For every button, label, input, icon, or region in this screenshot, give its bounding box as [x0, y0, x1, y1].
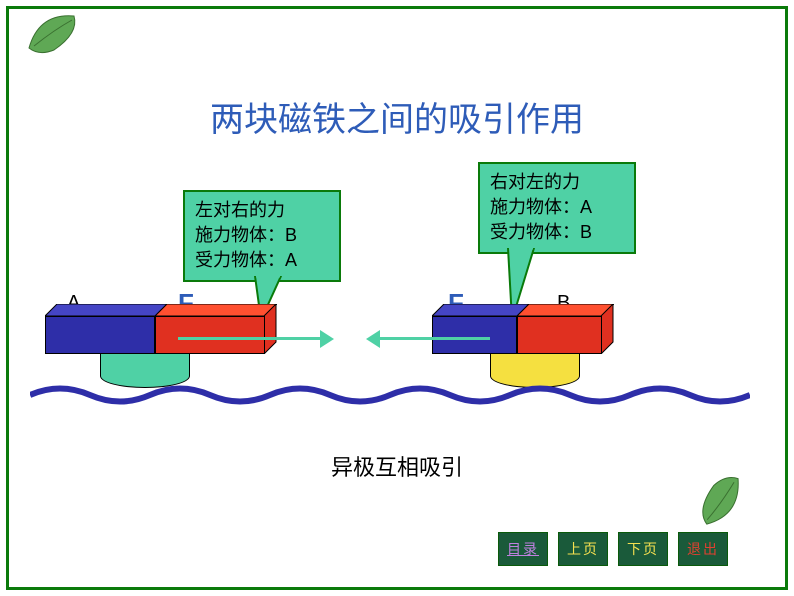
magnet-a — [45, 304, 277, 354]
nav-退出[interactable]: 退出 — [678, 532, 728, 566]
magnet-b — [432, 304, 614, 354]
water-line — [30, 380, 750, 410]
callout-right: 右对左的力施力物体：A受力物体：B — [478, 162, 636, 254]
caption: 异极互相吸引 — [0, 450, 794, 482]
callout-left: 左对右的力施力物体：B受力物体：A — [183, 190, 341, 282]
slide-title: 两块磁铁之间的吸引作用 — [0, 92, 794, 141]
leaf-decoration-tl — [24, 8, 94, 58]
nav-目录[interactable]: 目录 — [498, 532, 548, 566]
nav-bar: 目录上页下页退出 — [498, 532, 728, 566]
nav-下页[interactable]: 下页 — [618, 532, 668, 566]
nav-上页[interactable]: 上页 — [558, 532, 608, 566]
